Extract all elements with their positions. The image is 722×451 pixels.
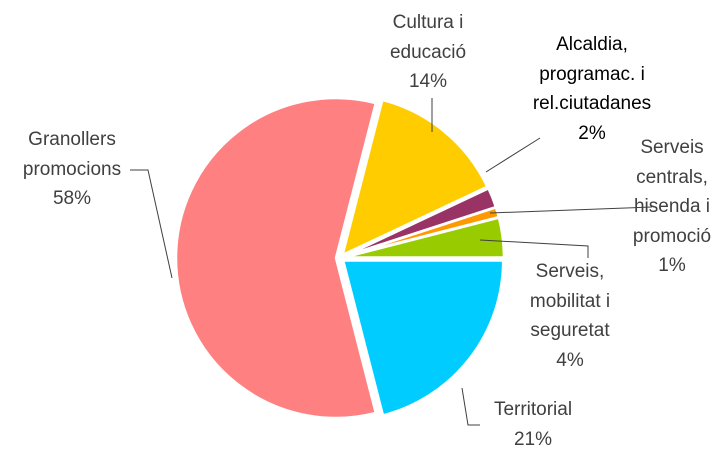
category-label: Territorial bbox=[493, 399, 573, 420]
category-label: Alcaldia, programac. i rel.ciutadanes bbox=[532, 34, 652, 114]
slice-label: Alcaldia, programac. i rel.ciutadanes 2% bbox=[533, 30, 651, 148]
pie-slice bbox=[343, 216, 506, 259]
value-label: 2% bbox=[578, 122, 606, 144]
leader-line bbox=[461, 387, 480, 426]
value-label: 14% bbox=[408, 71, 448, 92]
category-label: Serveis, mobilitat i seguretat bbox=[529, 261, 611, 341]
pie-slice bbox=[174, 96, 378, 420]
value-label: 21% bbox=[513, 428, 553, 450]
value-label: 4% bbox=[556, 349, 584, 371]
value-label: 58% bbox=[52, 188, 92, 209]
leader-line bbox=[479, 239, 589, 258]
slice-label: Territorial 21% bbox=[494, 395, 572, 451]
leader-line bbox=[485, 137, 541, 173]
slice-label: Serveis centrals, hisenda i promoció 1% bbox=[633, 133, 711, 281]
slice-label: Granollers promocions 58% bbox=[23, 125, 121, 214]
value-label: 1% bbox=[658, 255, 686, 276]
category-label: Cultura i educació bbox=[389, 12, 467, 63]
slice-label: Cultura i educació 14% bbox=[390, 8, 466, 97]
category-label: Granollers promocions bbox=[22, 129, 122, 180]
leader-line bbox=[489, 206, 653, 214]
pie-slice bbox=[340, 98, 489, 258]
leader-line bbox=[130, 169, 173, 279]
slice-label: Serveis, mobilitat i seguretat 4% bbox=[530, 257, 610, 375]
category-label: Serveis centrals, hisenda i promoció bbox=[632, 137, 712, 247]
pie-slice bbox=[341, 259, 505, 417]
